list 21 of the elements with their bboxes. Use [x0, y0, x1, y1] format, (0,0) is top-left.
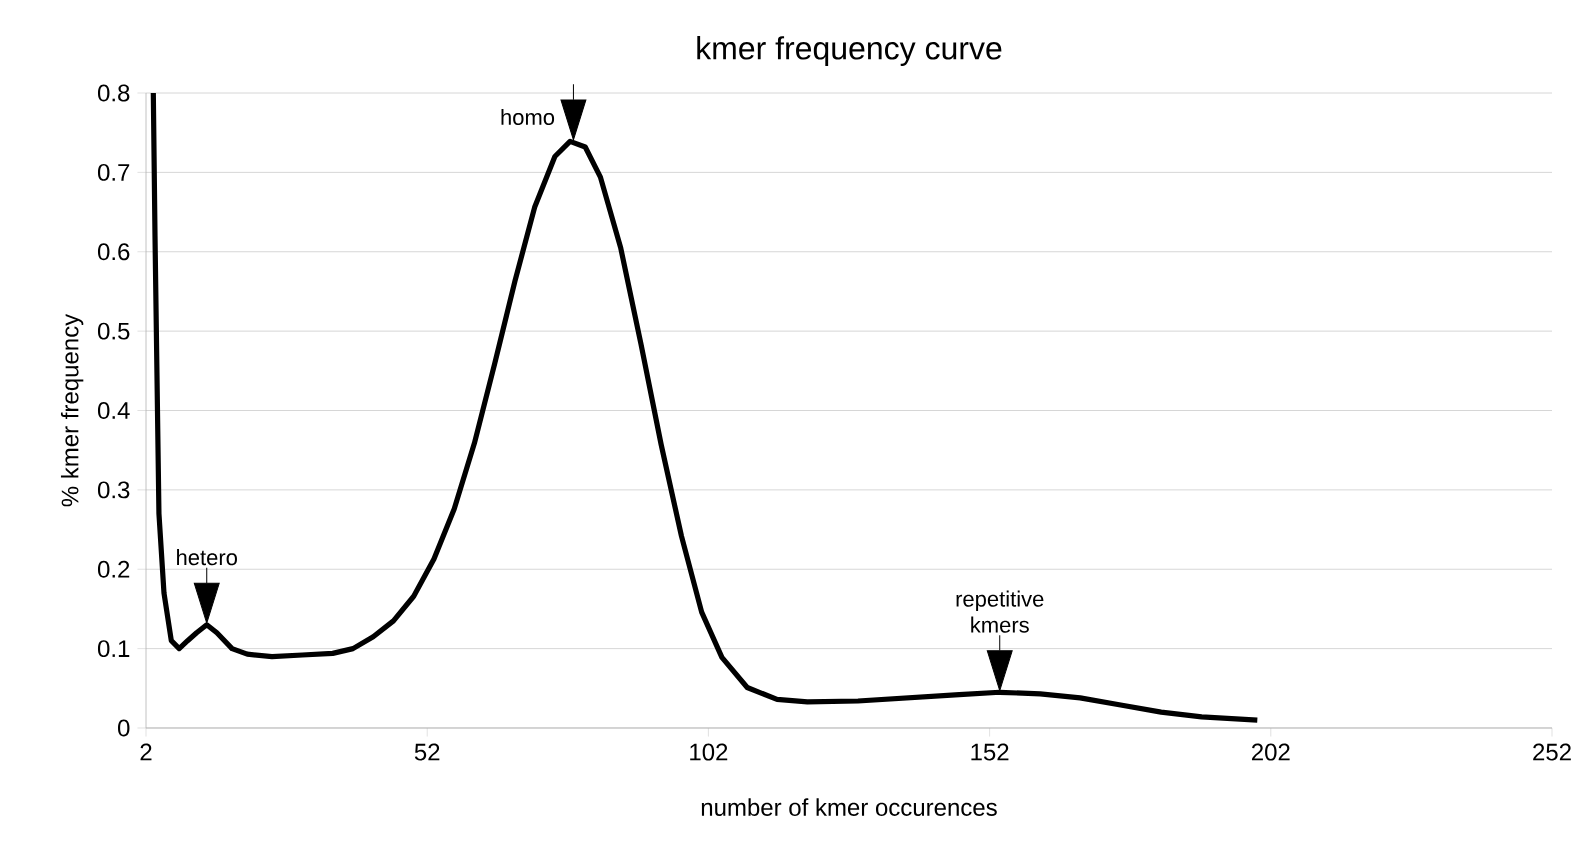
x-tick-label: 2	[140, 743, 152, 761]
annotation: repetitive kmers	[956, 590, 1044, 633]
annotation: homo	[501, 108, 555, 126]
y-tick-label: 0	[117, 719, 130, 737]
x-tick-label: 202	[1251, 743, 1290, 761]
y-tick-label: 0.5	[97, 322, 130, 340]
y-axis-title: % kmer frequency	[60, 313, 84, 507]
y-tick-label: 0.6	[97, 243, 130, 261]
x-tick-label: 252	[1533, 743, 1571, 761]
x-tick-label: 152	[971, 743, 1009, 761]
x-tick-label: 102	[690, 743, 728, 761]
y-tick-label: 0.1	[97, 640, 130, 658]
y-tick-label: 0.2	[97, 560, 130, 578]
x-axis-title: number of kmer occurences	[701, 798, 997, 816]
chart-title: kmer frequency curve	[697, 36, 1002, 66]
y-tick-label: 0.4	[97, 402, 130, 419]
y-tick-label: 0.8	[97, 84, 130, 102]
annotation: hetero	[177, 549, 237, 566]
y-tick-label: 0.7	[97, 163, 130, 181]
x-tick-label: 52	[414, 743, 440, 761]
y-tick-label: 0.3	[97, 481, 130, 499]
